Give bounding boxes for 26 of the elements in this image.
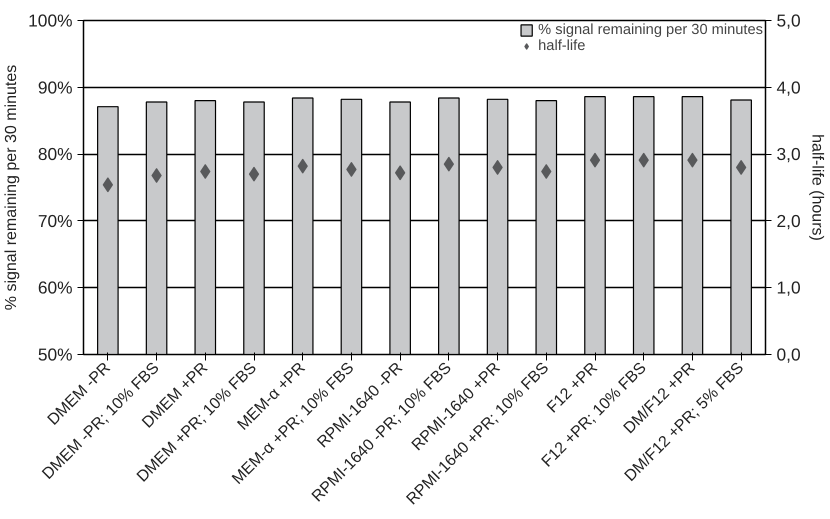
y-tick-label: 50% <box>38 344 73 364</box>
point <box>151 168 162 183</box>
y-tick-label: 80% <box>38 144 73 164</box>
point <box>492 160 503 175</box>
y2-tick-label: 0,0 <box>776 344 801 364</box>
point <box>346 162 357 177</box>
legend-label: % signal remaining per 30 minutes <box>538 22 763 38</box>
y2-tick-label: 1,0 <box>776 278 801 298</box>
legend-label: half-life <box>538 38 586 54</box>
point <box>248 166 260 182</box>
point <box>590 152 600 168</box>
point <box>394 165 406 180</box>
y2-tick-label: 4,0 <box>776 77 801 98</box>
y-tick-label: 90% <box>38 77 73 98</box>
y-axis-title: % signal remaining per 30 minutes <box>3 64 20 310</box>
point <box>687 152 698 168</box>
point <box>102 177 114 192</box>
point <box>444 156 454 172</box>
y2-tick-label: 3,0 <box>776 144 801 164</box>
y2-tick-label: 2,0 <box>776 210 801 231</box>
y2-tick-label: 5,0 <box>776 10 801 30</box>
y-tick-label: 60% <box>38 278 73 298</box>
y2-axis-title: half-life (hours) <box>808 134 826 241</box>
y-tick-label: 100% <box>28 10 73 30</box>
point <box>736 160 746 175</box>
y-tick-label: 70% <box>38 210 73 231</box>
